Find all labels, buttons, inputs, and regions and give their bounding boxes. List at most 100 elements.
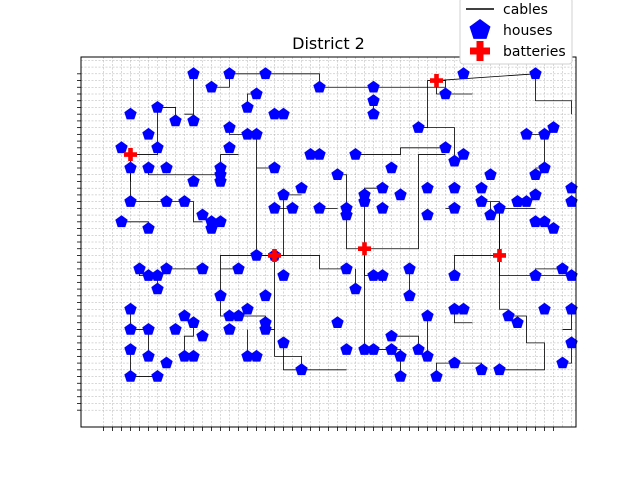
house-marker: [367, 107, 380, 120]
house-marker: [448, 302, 461, 315]
house-marker: [367, 269, 380, 281]
house-marker: [205, 80, 218, 93]
house-marker: [151, 141, 164, 154]
house-marker: [349, 282, 362, 295]
house-marker: [169, 323, 182, 335]
house-marker: [394, 370, 407, 382]
legend-label-batteries: batteries: [503, 44, 566, 60]
cable: [364, 187, 383, 249]
house-marker: [178, 349, 191, 362]
house-marker: [205, 222, 218, 234]
house-marker: [556, 356, 569, 369]
house-marker: [304, 148, 317, 160]
house-marker: [358, 195, 371, 207]
house-marker: [376, 181, 389, 194]
cable: [499, 255, 509, 310]
house-marker: [511, 195, 524, 207]
house-marker: [376, 201, 389, 214]
house-marker: [223, 121, 236, 133]
house-marker: [286, 201, 299, 214]
house-marker: [259, 323, 272, 335]
house-marker: [457, 148, 470, 160]
house-marker: [340, 262, 353, 275]
house-marker: [484, 208, 497, 221]
house-marker: [529, 188, 542, 201]
house-marker: [340, 208, 353, 221]
cable: [130, 107, 158, 155]
house-marker: [547, 222, 560, 234]
house-marker: [151, 370, 164, 382]
house-marker: [538, 215, 551, 228]
house-marker: [547, 121, 560, 133]
house-marker: [241, 127, 254, 140]
house-marker: [421, 349, 434, 362]
house-marker: [529, 168, 542, 180]
house-marker: [439, 141, 452, 154]
house-marker: [475, 195, 488, 207]
house-marker: [421, 309, 434, 322]
cable: [337, 174, 365, 250]
house-marker: [250, 349, 263, 362]
house-marker: [529, 269, 542, 281]
house-marker: [529, 67, 542, 80]
house-marker: [430, 370, 443, 382]
house-marker: [232, 262, 245, 275]
ticks: [77, 73, 554, 431]
house-marker: [340, 201, 353, 214]
house-marker: [133, 262, 146, 275]
house-marker: [214, 215, 227, 228]
legend-batteries-swatch: [470, 41, 490, 61]
battery-marker: [124, 148, 137, 162]
house-marker: [268, 107, 281, 120]
house-marker: [250, 249, 263, 261]
house-marker: [448, 201, 461, 214]
battery-marker: [430, 74, 443, 88]
house-marker: [349, 148, 362, 160]
house-marker: [124, 195, 137, 207]
house-marker: [367, 94, 380, 106]
plot-frame: [80, 56, 577, 428]
house-marker: [457, 67, 470, 80]
house-marker: [223, 141, 236, 154]
house-marker: [295, 363, 308, 376]
house-marker: [205, 215, 218, 228]
house-marker: [241, 101, 254, 113]
house-marker: [376, 269, 389, 281]
battery-marker: [493, 248, 506, 262]
house-marker: [385, 343, 398, 355]
house-marker: [124, 370, 137, 382]
house-marker: [277, 107, 290, 120]
battery-marker: [358, 242, 371, 256]
cable: [184, 322, 194, 357]
house-marker: [160, 195, 173, 207]
cable: [364, 154, 446, 250]
house-marker: [412, 121, 425, 133]
house-marker: [538, 161, 551, 174]
house-marker: [142, 161, 155, 174]
house-marker: [124, 107, 137, 120]
cable: [184, 73, 194, 115]
house-marker: [313, 148, 326, 160]
house-marker: [313, 201, 326, 214]
house-marker: [196, 329, 209, 342]
house-marker: [187, 67, 200, 80]
house-marker: [124, 343, 137, 355]
house-marker: [241, 349, 254, 362]
house-marker: [538, 302, 551, 315]
house-marker: [142, 269, 155, 281]
house-marker: [385, 329, 398, 342]
house-marker: [331, 168, 344, 180]
cable: [274, 255, 347, 270]
house-marker: [403, 289, 416, 302]
house-marker: [385, 161, 398, 174]
house-marker: [295, 181, 308, 194]
house-marker: [529, 215, 542, 228]
house-marker: [484, 168, 497, 180]
cable: [535, 73, 572, 115]
house-marker: [124, 161, 137, 174]
chart-title: District 2: [292, 34, 365, 53]
house-marker: [565, 181, 578, 194]
house-marker: [268, 161, 281, 174]
legend-houses-swatch: [469, 19, 491, 39]
